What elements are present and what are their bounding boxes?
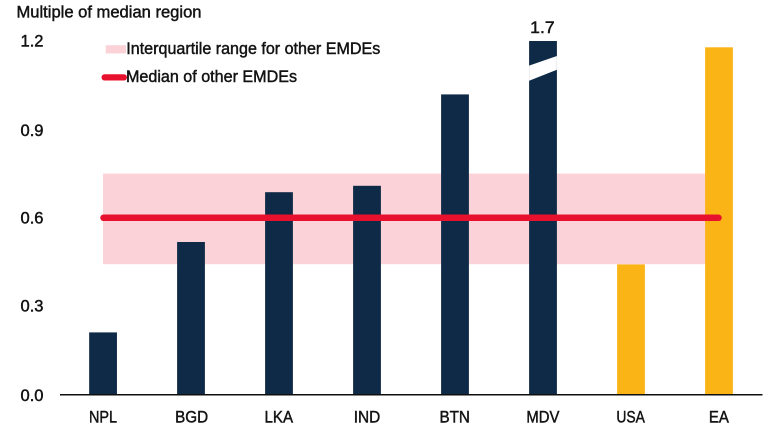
svg-text:NPL: NPL (89, 409, 117, 427)
svg-text:BTN: BTN (439, 409, 470, 427)
svg-text:1.2: 1.2 (21, 33, 44, 51)
svg-text:EA: EA (709, 409, 729, 427)
svg-text:Median of other EMDEs: Median of other EMDEs (126, 68, 297, 86)
svg-text:MDV: MDV (526, 409, 559, 427)
svg-text:IND: IND (354, 409, 381, 427)
svg-text:0.0: 0.0 (21, 387, 44, 405)
svg-text:0.9: 0.9 (21, 122, 44, 140)
svg-text:Multiple of median region: Multiple of median region (17, 3, 202, 21)
svg-text:1.7: 1.7 (530, 19, 554, 37)
svg-text:BGD: BGD (175, 409, 208, 427)
svg-text:LKA: LKA (265, 409, 294, 427)
svg-text:Interquartile range for other: Interquartile range for other EMDEs (126, 40, 380, 58)
svg-text:0.6: 0.6 (21, 210, 44, 228)
svg-text:USA: USA (616, 409, 645, 427)
svg-text:0.3: 0.3 (21, 298, 44, 316)
